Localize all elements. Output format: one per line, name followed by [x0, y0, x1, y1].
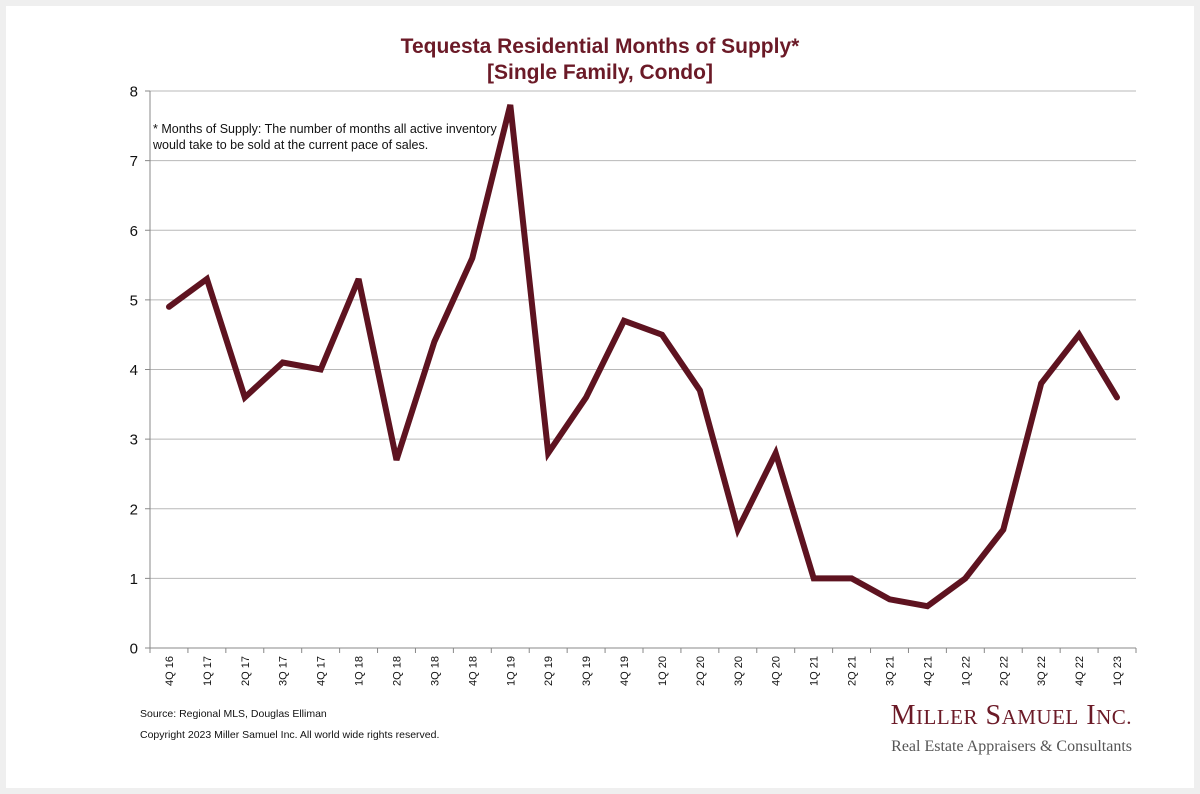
chart-frame: Tequesta Residential Months of Supply* [… — [6, 6, 1194, 788]
data-point — [168, 306, 170, 308]
logo-rest-iller: ILLER — [916, 705, 978, 729]
data-point — [661, 334, 663, 336]
x-tick-label: 3Q 19 — [581, 656, 593, 686]
x-tick-label: 3Q 21 — [885, 656, 897, 686]
y-tick-label: 5 — [130, 292, 138, 309]
x-tick-label: 3Q 18 — [429, 656, 441, 686]
y-tick-label: 1 — [130, 571, 138, 588]
x-tick-label: 2Q 21 — [847, 656, 859, 686]
x-tick-label: 4Q 18 — [467, 656, 479, 686]
data-point — [358, 278, 360, 280]
data-point — [1002, 529, 1004, 531]
chart-title: Tequesta Residential Months of Supply* [… — [6, 34, 1194, 86]
series-line — [166, 104, 1120, 610]
x-axis: 4Q 16 1Q 17 2Q 17 3Q 17 4Q 17 1Q 18 2Q 18 3Q 18… — [149, 647, 1137, 686]
data-point — [585, 396, 587, 398]
logo-rest-nc: NC. — [1096, 705, 1132, 729]
logo-initial-i: I — [1086, 700, 1097, 731]
logo-initial-s: S — [985, 700, 1002, 731]
x-tick-label: 4Q 17 — [316, 656, 328, 686]
data-point — [509, 104, 511, 106]
data-point — [320, 369, 322, 370]
logo-rest-amuel: AMUEL — [1001, 705, 1079, 729]
data-point — [851, 577, 853, 579]
data-point — [244, 396, 246, 398]
data-point — [433, 341, 435, 343]
data-point — [206, 278, 208, 280]
data-point — [396, 459, 397, 461]
x-tick-label: 3Q 22 — [1036, 656, 1048, 686]
x-tick-label: 2Q 18 — [392, 656, 404, 686]
x-tick-label: 1Q 17 — [202, 656, 214, 686]
title-line: Tequesta Residential Months of Supply* — [400, 35, 800, 58]
x-tick-label: 3Q 20 — [733, 656, 745, 686]
x-tick-label: 3Q 17 — [278, 656, 290, 686]
copyright-note: Copyright 2023 Miller Samuel Inc. All wo… — [140, 729, 440, 741]
data-point — [1078, 334, 1080, 336]
data-point — [889, 598, 890, 600]
x-tick-label: 4Q 22 — [1074, 656, 1086, 686]
y-axis: 0 1 2 3 4 5 6 7 8 — [130, 84, 151, 658]
data-point — [699, 389, 701, 391]
x-tick-label: 2Q 22 — [998, 656, 1010, 686]
data-point — [1116, 396, 1118, 398]
x-tick-label: 1Q 23 — [1112, 656, 1124, 686]
x-tick-label: 4Q 19 — [619, 656, 631, 686]
data-point — [282, 362, 284, 364]
data-point — [775, 452, 777, 454]
y-tick-label: 3 — [130, 432, 138, 449]
chart-annotation: * Months of Supply: The number of months… — [153, 122, 497, 152]
x-tick-label: 1Q 20 — [657, 656, 669, 686]
x-tick-label: 1Q 19 — [505, 656, 517, 686]
data-point — [623, 320, 625, 322]
x-tick-label: 1Q 21 — [809, 656, 821, 686]
data-point — [1040, 382, 1042, 384]
x-tick-label: 4Q 21 — [922, 656, 934, 686]
y-tick-label: 7 — [130, 153, 138, 170]
data-point — [813, 577, 815, 579]
subtitle-line: [Single Family, Condo] — [487, 61, 713, 84]
source-note: Source: Regional MLS, Douglas Elliman — [140, 708, 327, 720]
y-tick-label: 6 — [130, 223, 138, 240]
data-point — [471, 257, 473, 259]
data-point — [547, 452, 549, 454]
x-tick-label: 1Q 18 — [354, 656, 366, 686]
series-layer — [166, 104, 1120, 610]
y-tick-label: 4 — [130, 362, 138, 379]
logo-initial-m: M — [890, 700, 916, 731]
x-tick-label: 2Q 17 — [240, 656, 252, 686]
company-logo: MILLER SAMUEL INC. — [880, 700, 1132, 732]
data-point — [926, 605, 928, 607]
x-tick-label: 2Q 20 — [695, 656, 707, 686]
company-tagline: Real Estate Appraisers & Consultants — [891, 738, 1132, 755]
data-point — [964, 577, 966, 579]
x-tick-label: 2Q 19 — [543, 656, 555, 686]
y-tick-label: 8 — [130, 84, 138, 101]
y-tick-label: 0 — [130, 641, 138, 658]
y-tick-label: 2 — [130, 501, 138, 518]
gridlines — [150, 90, 1136, 579]
x-tick-label: 1Q 22 — [960, 656, 972, 686]
data-point — [737, 529, 739, 531]
x-tick-label: 4Q 20 — [771, 656, 783, 686]
x-tick-label: 4Q 16 — [164, 656, 176, 686]
